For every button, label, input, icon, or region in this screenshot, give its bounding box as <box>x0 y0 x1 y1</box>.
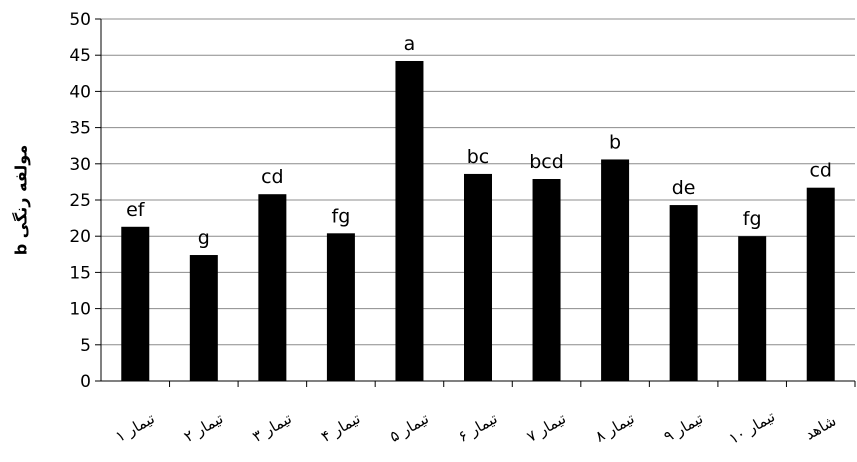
bar <box>395 60 424 381</box>
bar <box>532 179 561 381</box>
bar-significance-label: b <box>609 131 621 153</box>
bar <box>121 226 150 381</box>
y-tick-label: 10 <box>69 300 91 320</box>
bar <box>258 194 287 381</box>
bar-significance-label: fg <box>332 205 351 227</box>
y-tick-label: 5 <box>80 336 91 356</box>
y-tick-label: 45 <box>69 46 91 66</box>
y-tick-label: 15 <box>69 263 91 283</box>
bar-significance-label: a <box>404 33 416 55</box>
bar <box>806 187 835 381</box>
y-tick-label: 25 <box>69 191 91 211</box>
bar <box>738 236 767 381</box>
x-tick-label: تیمار ۶ <box>455 409 500 446</box>
x-axis-ticks: تیمار ۱ تیمار ۲ تیمار ۳ تیمار ۴ تیمار ۵ تیمار… <box>112 381 856 448</box>
bar <box>464 173 492 381</box>
x-tick-label: تیمار ۸ <box>592 409 637 446</box>
bar-significance-label: ef <box>126 199 146 221</box>
bar-significance-label: bc <box>467 146 490 168</box>
bar-significance-label: cd <box>261 166 284 188</box>
x-tick-label: تیمار ۹ <box>661 409 706 446</box>
y-axis-label: مولفه رنگی b <box>12 145 31 255</box>
x-tick-label: تیمار ۴ <box>318 409 363 446</box>
bar-significance-label: cd <box>809 160 832 182</box>
y-axis-ticks: 0 5 10 15 20 25 30 35 40 45 50 <box>69 10 101 392</box>
y-tick-label: 50 <box>69 10 91 30</box>
y-tick-label: 0 <box>80 372 91 392</box>
bar-significance-label: de <box>672 177 696 199</box>
x-tick-label: تیمار ۵ <box>387 409 432 446</box>
x-tick-label: شاهد <box>802 412 840 444</box>
bar-significance-label: fg <box>743 208 762 230</box>
bar <box>189 255 218 381</box>
bar-labels: ef g cd fg a bc bcd b de fg cd <box>126 33 832 249</box>
y-tick-label: 20 <box>69 227 91 247</box>
bars <box>121 60 835 381</box>
x-tick-label: تیمار ۱ <box>112 409 157 446</box>
x-tick-label: تیمار ۲ <box>181 409 226 446</box>
x-tick-label: تیمار ۱۰ <box>726 407 778 448</box>
x-tick-label: تیمار ۷ <box>524 409 569 446</box>
bar-significance-label: g <box>198 227 210 249</box>
bar-significance-label: bcd <box>529 151 564 173</box>
x-tick-label: تیمار ۳ <box>249 409 294 446</box>
bar <box>326 233 355 381</box>
bar <box>601 159 630 381</box>
y-tick-label: 35 <box>69 119 91 139</box>
y-tick-label: 30 <box>69 155 91 175</box>
y-tick-label: 40 <box>69 82 91 102</box>
bar <box>669 205 698 381</box>
